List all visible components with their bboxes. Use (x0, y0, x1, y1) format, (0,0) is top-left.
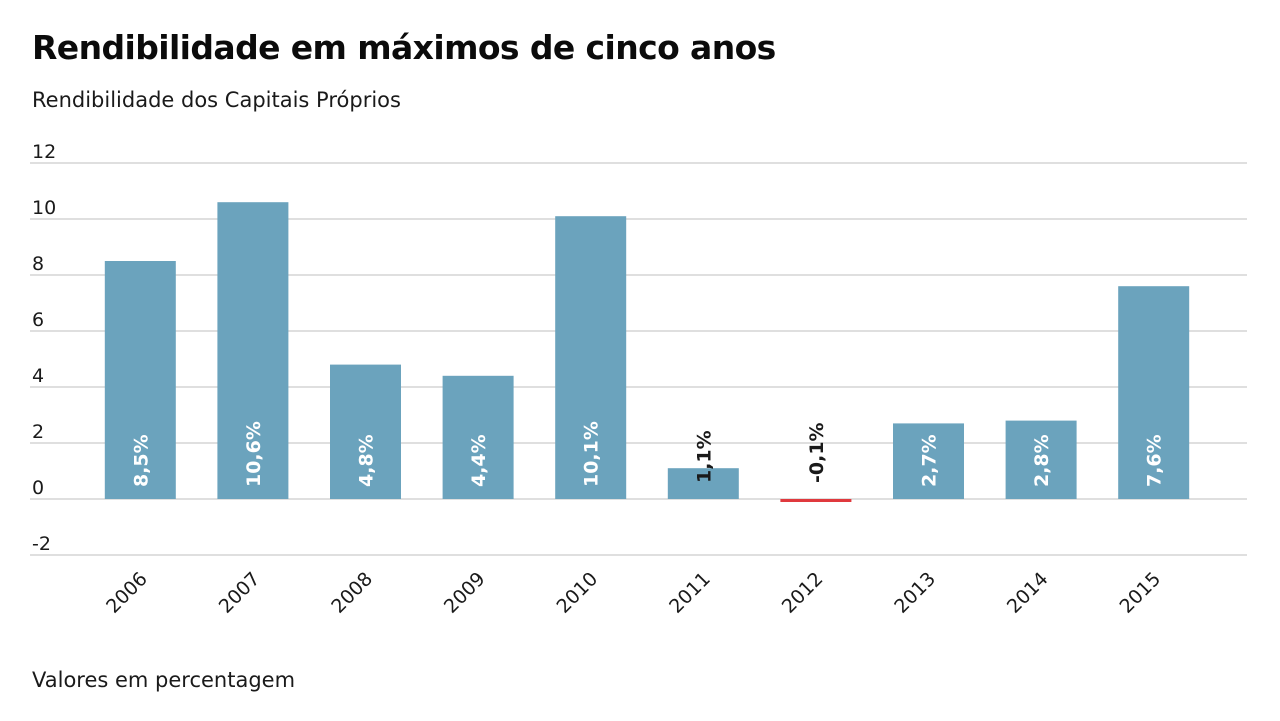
x-tick-label: 2013 (890, 568, 940, 618)
bar (780, 499, 852, 502)
bar-data-labels: 8,5% 10,6% 4,8% 4,4% 10,1% 1,1% -0,1% 2,7% 2,8% 7… (130, 421, 1165, 487)
bar-data-label: 8,5% (130, 434, 152, 487)
x-tick-label: 2010 (552, 568, 602, 618)
y-axis-ticks: 12 10 8 6 4 2 0 -2 (32, 141, 56, 555)
y-tick-label: 10 (32, 197, 56, 219)
bar-data-label: -0,1% (806, 422, 828, 483)
x-tick-label: 2012 (778, 568, 828, 618)
bar-data-label: 2,8% (1031, 434, 1053, 487)
bar (217, 202, 289, 499)
bar-data-label: 4,8% (356, 434, 378, 487)
x-axis-ticks: 2006 2007 2008 2009 2010 2011 2012 2013 2014 2015 (102, 568, 1165, 618)
y-tick-label: 12 (32, 141, 56, 163)
bar (1118, 286, 1190, 499)
bar (667, 468, 739, 499)
x-tick-label: 2007 (215, 568, 265, 618)
y-tick-label: 2 (32, 421, 44, 443)
bar (442, 375, 514, 499)
chart-subtitle: Rendibilidade dos Capitais Próprios (32, 88, 401, 112)
bar (555, 216, 627, 499)
x-tick-label: 2011 (665, 568, 715, 618)
bar-data-label: 7,6% (1144, 434, 1166, 487)
bar-data-label: 10,1% (581, 421, 603, 487)
bar-data-label: 4,4% (468, 434, 490, 487)
x-tick-label: 2008 (327, 568, 377, 618)
bar-data-label: 1,1% (693, 430, 715, 483)
bar-data-label: 10,6% (243, 421, 265, 487)
y-tick-label: 8 (32, 253, 44, 275)
bar (893, 423, 964, 499)
x-tick-label: 2014 (1003, 568, 1053, 618)
bar-data-label: 2,7% (919, 434, 941, 487)
chart-title: Rendibilidade em máximos de cinco anos (32, 28, 776, 67)
bar (1005, 420, 1077, 499)
x-tick-label: 2006 (102, 568, 152, 618)
chart-footnote: Valores em percentagem (32, 668, 296, 692)
y-tick-label: 0 (32, 477, 44, 499)
y-tick-label: 6 (32, 309, 44, 331)
x-tick-label: 2009 (440, 568, 490, 618)
y-tick-label: -2 (32, 533, 51, 555)
x-tick-label: 2015 (1115, 568, 1165, 618)
y-tick-label: 4 (32, 365, 44, 387)
bar (330, 364, 401, 499)
bars (104, 202, 1190, 502)
bar (104, 261, 176, 499)
